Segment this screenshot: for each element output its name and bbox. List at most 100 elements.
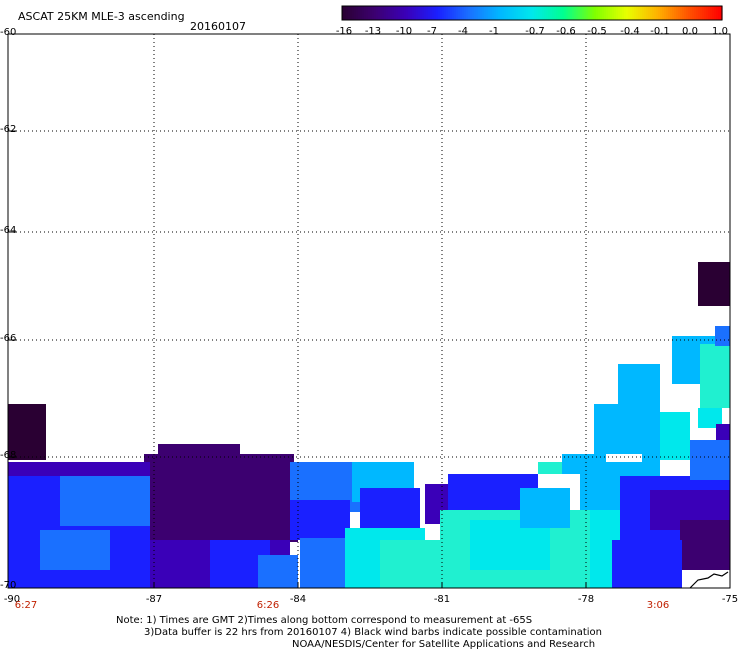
colorbar-cell: [596, 6, 599, 20]
colorbar-cell: [554, 6, 557, 20]
colorbar-cell: [676, 6, 679, 20]
colorbar-cell: [456, 6, 459, 20]
colorbar-cell: [532, 6, 535, 20]
colorbar-cell: [344, 6, 347, 20]
time-label: 6:27: [14, 600, 38, 611]
time-label: 3:06: [646, 600, 670, 611]
colorbar-cell: [702, 6, 705, 20]
colorbar-cell: [590, 6, 593, 20]
data-cell: [680, 520, 730, 570]
colorbar-cell: [684, 6, 687, 20]
wind-data-swath: [8, 262, 730, 588]
x-tick-label: -81: [433, 594, 451, 605]
colorbar-cell: [678, 6, 681, 20]
colorbar-cell: [452, 6, 455, 20]
colorbar-cell: [352, 6, 355, 20]
x-tick-label: -87: [145, 594, 163, 605]
colorbar-label: -0.4: [620, 26, 640, 37]
colorbar-cell: [628, 6, 631, 20]
colorbar-cell: [482, 6, 485, 20]
colorbar-label: -16: [335, 26, 353, 37]
colorbar-cell: [664, 6, 667, 20]
colorbar-cell: [488, 6, 491, 20]
colorbar-cell: [424, 6, 427, 20]
map-frame: [7, 33, 731, 589]
colorbar-cell: [360, 6, 363, 20]
data-cell: [470, 520, 550, 570]
colorbar-cell: [708, 6, 711, 20]
data-cell: [520, 488, 570, 528]
colorbar-cell: [426, 6, 429, 20]
colorbar-cell: [364, 6, 367, 20]
colorbar-cell: [490, 6, 493, 20]
colorbar-cell: [630, 6, 633, 20]
colorbar-cell: [462, 6, 465, 20]
colorbar-cell: [656, 6, 659, 20]
colorbar-cell: [374, 6, 377, 20]
colorbar-cell: [698, 6, 701, 20]
colorbar-cell: [454, 6, 457, 20]
colorbar-cell: [392, 6, 395, 20]
colorbar-cell: [510, 6, 513, 20]
colorbar-cell: [436, 6, 439, 20]
time-label: 6:26: [256, 600, 280, 611]
colorbar-cell: [444, 6, 447, 20]
colorbar-cell: [466, 6, 469, 20]
colorbar-cell: [470, 6, 473, 20]
colorbar-cell: [408, 6, 411, 20]
colorbar-cell: [480, 6, 483, 20]
colorbar-cell: [430, 6, 433, 20]
colorbar-cell: [350, 6, 353, 20]
colorbar-cell: [410, 6, 413, 20]
colorbar-cell: [646, 6, 649, 20]
colorbar-cell: [602, 6, 605, 20]
colorbar-label: -0.6: [556, 26, 576, 37]
colorbar-cell: [472, 6, 475, 20]
coastline: [689, 571, 729, 589]
colorbar-label: -7: [427, 26, 437, 37]
colorbar-label: -10: [395, 26, 413, 37]
colorbar-cell: [606, 6, 609, 20]
graticule: [8, 34, 730, 588]
colorbar-cell: [574, 6, 577, 20]
colorbar-cell: [638, 6, 641, 20]
colorbar-cell: [550, 6, 553, 20]
data-cell: [618, 364, 660, 460]
data-gap: [606, 454, 642, 462]
colorbar-cell: [652, 6, 655, 20]
colorbar-cell: [484, 6, 487, 20]
colorbar-cell: [368, 6, 371, 20]
colorbar-cell: [520, 6, 523, 20]
colorbar-cell: [640, 6, 643, 20]
colorbar-cell: [432, 6, 435, 20]
colorbar-cell: [440, 6, 443, 20]
colorbar-cell: [552, 6, 555, 20]
data-cell: [150, 462, 298, 542]
data-cell: [698, 262, 730, 306]
colorbar-cell: [608, 6, 611, 20]
data-cell: [40, 530, 110, 570]
colorbar-cell: [578, 6, 581, 20]
colorbar-cell: [686, 6, 689, 20]
colorbar-cell: [478, 6, 481, 20]
colorbar-cell: [690, 6, 693, 20]
map-date: 20160107: [190, 20, 246, 33]
y-tick-label: -62: [0, 124, 17, 135]
colorbar-cell: [512, 6, 515, 20]
colorbar-cell: [422, 6, 425, 20]
colorbar-cell: [468, 6, 471, 20]
data-cell: [612, 540, 682, 588]
colorbar-cell: [524, 6, 527, 20]
colorbar-cell: [718, 6, 721, 20]
colorbar-cell: [536, 6, 539, 20]
colorbar-cell: [396, 6, 399, 20]
colorbar-cell: [670, 6, 673, 20]
data-cell: [8, 404, 46, 460]
colorbar-cell: [358, 6, 361, 20]
colorbar-cell: [348, 6, 351, 20]
colorbar-cell: [442, 6, 445, 20]
colorbar-cell: [386, 6, 389, 20]
colorbar-cell: [498, 6, 501, 20]
colorbar-cell: [620, 6, 623, 20]
